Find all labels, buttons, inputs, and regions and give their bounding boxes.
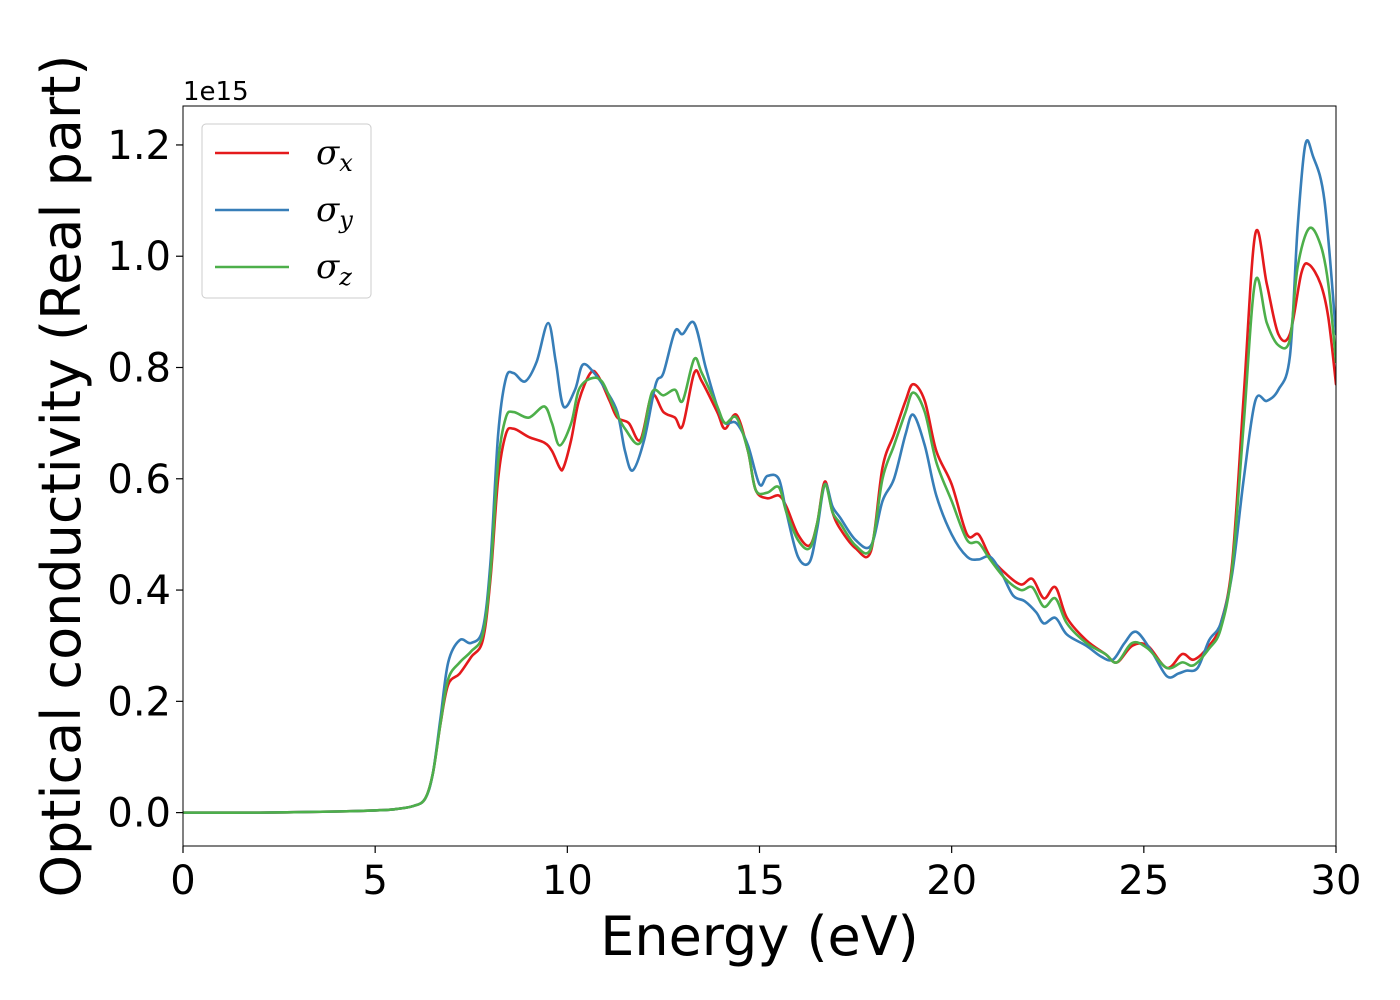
y-axis: 0.0 0.2 0.4 0.6 0.8 1.0 1.2 xyxy=(107,123,183,837)
y-tick-label: 0.6 xyxy=(107,457,171,503)
series-layer xyxy=(183,138,1336,814)
y-tick-label: 0.4 xyxy=(107,568,171,614)
y-offset-label: 1e15 xyxy=(183,77,249,107)
y-tick-label: 0.2 xyxy=(107,679,171,725)
x-axis: 0 5 10 15 20 25 30 xyxy=(170,846,1361,904)
series-line-sigma-y xyxy=(183,138,1336,814)
y-axis-title: Optical conductivity (Real part) xyxy=(30,55,93,898)
series-line-sigma-x xyxy=(183,229,1336,814)
x-tick-label: 10 xyxy=(542,858,593,904)
x-tick-label: 15 xyxy=(734,858,785,904)
x-tick-label: 0 xyxy=(170,858,195,904)
x-tick-label: 5 xyxy=(362,858,387,904)
x-axis-title: Energy (eV) xyxy=(600,905,919,968)
y-tick-label: 0.8 xyxy=(107,346,171,392)
y-tick-label: 1.2 xyxy=(107,123,171,169)
y-tick-label: 0.0 xyxy=(107,791,171,837)
y-tick-label: 1.0 xyxy=(107,234,171,280)
series-line-sigma-z xyxy=(183,226,1336,814)
x-tick-label: 25 xyxy=(1118,858,1169,904)
x-tick-label: 30 xyxy=(1311,858,1362,904)
x-tick-label: 20 xyxy=(926,858,977,904)
